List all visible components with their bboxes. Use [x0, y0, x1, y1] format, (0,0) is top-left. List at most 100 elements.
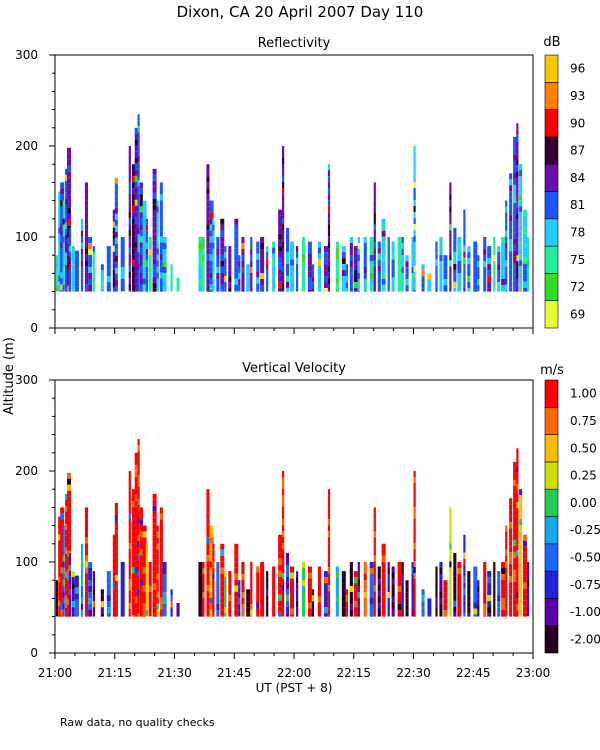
- echo-cell: [487, 282, 492, 289]
- echo-cell: [449, 188, 452, 195]
- echo-cell: [317, 614, 321, 617]
- echo-cell: [505, 561, 508, 568]
- echo-cell: [159, 525, 163, 532]
- echo-cell: [139, 278, 143, 285]
- echo-cell: [159, 248, 163, 255]
- echo-cell: [228, 583, 232, 590]
- echo-cell: [234, 236, 239, 243]
- echo-cell: [286, 245, 290, 252]
- echo-cell: [65, 252, 69, 259]
- echo-cell: [349, 592, 353, 598]
- echo-column: [131, 164, 135, 292]
- echo-cell: [523, 552, 527, 559]
- echo-cell: [137, 216, 140, 223]
- echo-column: [439, 562, 443, 617]
- echo-cell: [516, 123, 519, 130]
- echo-cell: [381, 549, 386, 556]
- echo-cell: [74, 286, 79, 292]
- echo-cell: [335, 578, 339, 585]
- echo-cell: [228, 264, 232, 271]
- echo-cell: [209, 525, 214, 532]
- echo-cell: [156, 284, 159, 291]
- echo-cell: [170, 288, 173, 292]
- echo-cell: [65, 607, 69, 614]
- echo-cell: [159, 555, 163, 562]
- echo-cell: [373, 543, 376, 550]
- echo-cell: [206, 176, 210, 183]
- echo-cell: [137, 144, 140, 151]
- echo-cell: [272, 614, 276, 617]
- echo-cell: [202, 562, 205, 568]
- echo-cell: [142, 603, 147, 610]
- echo-cell: [457, 243, 462, 249]
- echo-cell: [55, 273, 58, 280]
- echo-cell: [439, 592, 443, 598]
- echo-cell: [206, 489, 210, 496]
- echo-cell: [501, 291, 506, 292]
- echo-cell: [373, 272, 376, 279]
- echo-cell: [250, 568, 253, 574]
- echo-cell: [435, 590, 438, 597]
- echo-cell: [413, 609, 416, 615]
- echo-cell: [206, 501, 210, 508]
- echo-column: [513, 461, 518, 617]
- echo-cell: [152, 511, 157, 518]
- echo-cell: [120, 562, 125, 568]
- echo-cell: [131, 513, 135, 520]
- echo-cell: [501, 568, 506, 574]
- echo-cell: [170, 282, 173, 289]
- echo-cell: [142, 615, 147, 617]
- echo-cell: [278, 564, 283, 571]
- echo-cell: [349, 604, 353, 610]
- echo-cell: [345, 613, 348, 617]
- echo-cell: [84, 224, 88, 231]
- echo-cell: [516, 466, 519, 473]
- echo-column: [148, 562, 152, 617]
- echo-cell: [142, 561, 147, 568]
- echo-cell: [357, 586, 360, 592]
- echo-cell: [353, 589, 358, 596]
- echo-cell: [134, 127, 139, 134]
- echo-cell: [282, 176, 285, 182]
- echo-cell: [373, 585, 376, 592]
- echo-cell: [67, 159, 71, 166]
- colorbar-tick-label: 87: [570, 144, 585, 158]
- echo-cell: [58, 582, 62, 589]
- echo-cell: [220, 260, 225, 267]
- echo-cell: [397, 562, 402, 568]
- echo-cell: [497, 607, 501, 614]
- echo-cell: [501, 598, 506, 604]
- echo-cell: [234, 266, 239, 273]
- echo-cell: [234, 591, 239, 598]
- echo-cell: [516, 237, 519, 244]
- echo-cell: [60, 200, 65, 207]
- echo-cell: [505, 230, 508, 237]
- echo-cell: [467, 583, 471, 590]
- echo-cell: [250, 285, 253, 291]
- echo-cell: [373, 603, 376, 610]
- echo-cell: [156, 224, 159, 231]
- echo-cell: [92, 270, 95, 277]
- echo-cell: [519, 603, 523, 610]
- echo-cell: [114, 201, 118, 208]
- echo-cell: [112, 588, 115, 595]
- echo-cell: [206, 206, 210, 213]
- echo-column: [272, 566, 276, 617]
- echo-cell: [206, 531, 210, 538]
- echo-cell: [241, 255, 245, 261]
- echo-cell: [413, 164, 416, 170]
- echo-cell: [363, 604, 367, 610]
- echo-cell: [128, 555, 131, 561]
- echo-column: [363, 562, 367, 617]
- echo-cell: [463, 251, 466, 258]
- echo-cell: [523, 558, 527, 565]
- echo-cell: [505, 609, 508, 616]
- echo-cell: [58, 576, 62, 583]
- echo-cell: [497, 258, 501, 265]
- echo-cell: [228, 258, 232, 265]
- echo-cell: [120, 592, 125, 598]
- echo-cell: [413, 591, 416, 597]
- echo-cell: [159, 507, 163, 514]
- echo-cell: [467, 571, 471, 578]
- echo-cell: [137, 481, 140, 488]
